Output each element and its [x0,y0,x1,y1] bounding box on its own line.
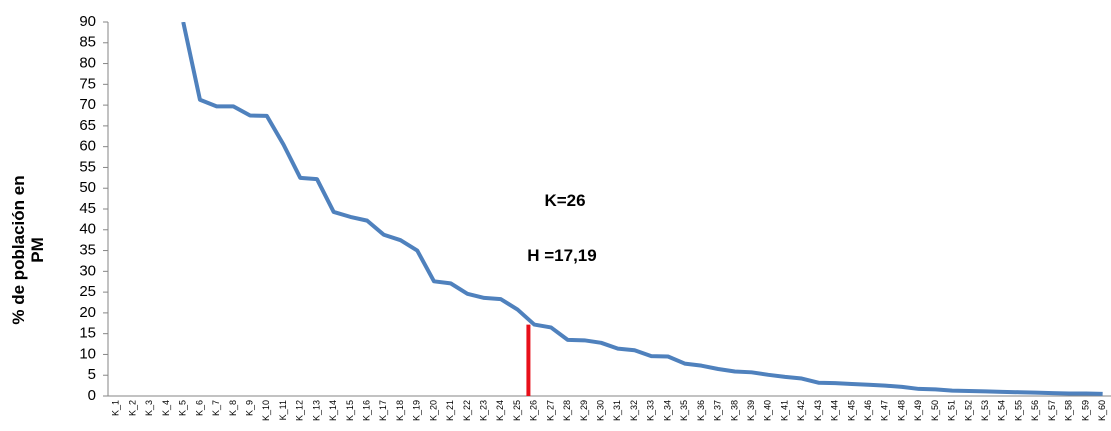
x-tick-label: K_33 [646,400,656,421]
x-tick-label: K_5 [178,400,188,416]
y-tick-label: 20 [79,304,96,321]
x-tick-label: K_23 [479,400,489,421]
x-tick-label: K_29 [579,400,589,421]
annotation: K=26 [544,191,585,210]
x-tick-label: K_1 [111,400,121,416]
x-tick-label: K_57 [1047,400,1057,421]
x-tick-label: K_2 [127,400,137,416]
x-tick-label: K_60 [1097,400,1107,421]
x-tick-label: K_14 [328,400,338,421]
x-tick-label: K_22 [462,400,472,421]
x-tick-label: K_48 [896,400,906,421]
y-tick-label: 5 [88,366,96,383]
x-tick-label: K_26 [529,400,539,421]
x-tick-label: K_39 [746,400,756,421]
y-tick-label: 35 [79,242,96,259]
x-tick-label: K_24 [495,400,505,421]
x-tick-label: K_47 [880,400,890,421]
x-tick-label: K_55 [1013,400,1023,421]
y-tick-label: 70 [79,96,96,113]
x-tick-label: K_59 [1080,400,1090,421]
x-tick-label: K_25 [512,400,522,421]
x-tick-label: K_19 [412,400,422,421]
x-tick-label: K_58 [1064,400,1074,421]
y-tick-label: 30 [79,262,96,279]
x-tick-label: K_37 [713,400,723,421]
x-tick-label: K_18 [395,400,405,421]
x-tick-label: K_17 [378,400,388,421]
x-tick-label: K_10 [261,400,271,421]
x-tick-label: K_16 [361,400,371,421]
x-tick-label: K_27 [545,400,555,421]
x-tick-label: K_21 [445,400,455,421]
line-series [181,22,1103,396]
y-tick-label: 55 [79,158,96,175]
x-tick-label: K_38 [729,400,739,421]
x-tick-label: K_34 [662,400,672,421]
x-tick-label: K_51 [947,400,957,421]
x-tick-label: K_30 [596,400,606,421]
x-tick-label: K_50 [930,400,940,421]
x-tick-label: K_20 [428,400,438,421]
x-tick-label: K_52 [963,400,973,421]
x-tick-label: K_3 [144,400,154,416]
y-axis-label: % de población en [9,175,28,324]
x-tick-label: K_35 [679,400,689,421]
x-tick-label: K_9 [244,400,254,416]
y-axis-label: PM [28,237,47,263]
y-tick-label: 45 [79,200,96,217]
x-tick-label: K_12 [295,400,305,421]
x-tick-label: K_54 [997,400,1007,421]
x-tick-label: K_7 [211,400,221,416]
x-tick-label: K_41 [779,400,789,421]
x-tick-label: K_31 [612,400,622,421]
x-tick-label: K_13 [311,400,321,421]
x-tick-label: K_32 [629,400,639,421]
x-tick-label: K_15 [345,400,355,421]
annotation: H =17,19 [527,246,596,265]
x-tick-label: K_6 [194,400,204,416]
x-tick-label: K_4 [161,400,171,416]
y-tick-label: 75 [79,75,96,92]
y-tick-label: 65 [79,117,96,134]
x-tick-label: K_40 [763,400,773,421]
y-tick-label: 15 [79,325,96,342]
y-tick-label: 10 [79,345,96,362]
y-tick-label: 25 [79,283,96,300]
x-tick-label: K_53 [980,400,990,421]
x-tick-label: K_36 [696,400,706,421]
x-tick-label: K_45 [846,400,856,421]
x-tick-label: K_56 [1030,400,1040,421]
x-tick-label: K_49 [913,400,923,421]
y-tick-label: 80 [79,55,96,72]
y-tick-label: 40 [79,221,96,238]
x-tick-label: K_28 [562,400,572,421]
x-tick-label: K_44 [830,400,840,421]
x-tick-label: K_46 [863,400,873,421]
y-tick-label: 85 [79,34,96,51]
y-tick-label: 0 [88,387,96,404]
x-tick-label: K_11 [278,400,288,420]
x-tick-label: K_42 [796,400,806,421]
x-tick-label: K_8 [228,400,238,416]
y-tick-label: 90 [79,13,96,30]
y-tick-label: 60 [79,138,96,155]
x-tick-label: K_43 [813,400,823,421]
y-tick-label: 50 [79,179,96,196]
